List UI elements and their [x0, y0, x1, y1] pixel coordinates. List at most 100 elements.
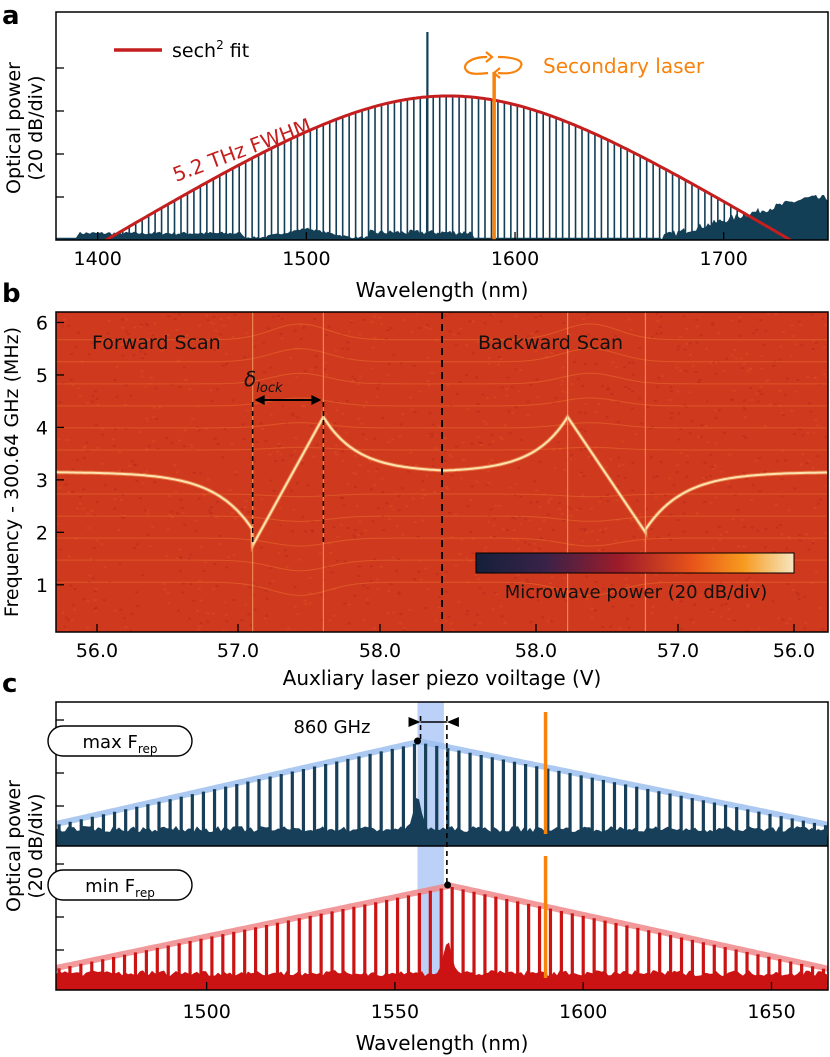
noise-speckle — [587, 333, 591, 336]
noise-speckle — [242, 438, 246, 441]
noise-speckle — [672, 484, 676, 487]
panel-c-overlay — [408, 716, 459, 889]
noise-speckle — [478, 621, 482, 624]
noise-speckle — [526, 581, 530, 584]
noise-speckle — [269, 413, 273, 416]
noise-speckle — [450, 474, 454, 477]
noise-speckle — [451, 629, 455, 632]
noise-speckle — [176, 512, 180, 515]
noise-speckle — [212, 316, 216, 318]
noise-speckle — [481, 346, 485, 349]
noise-speckle — [605, 388, 609, 391]
noise-speckle — [550, 620, 554, 623]
noise-speckle — [224, 613, 228, 616]
noise-speckle — [514, 576, 517, 579]
x-tick-label: 1500 — [282, 248, 330, 270]
noise-speckle — [67, 491, 71, 494]
x-tick-label: 1500 — [182, 1001, 230, 1023]
noise-speckle — [618, 627, 622, 630]
noise-speckle — [772, 551, 776, 553]
noise-speckle — [759, 385, 763, 388]
noise-speckle — [177, 609, 181, 612]
noise-speckle — [376, 507, 380, 510]
noise-speckle — [414, 464, 418, 467]
noise-speckle — [435, 339, 439, 342]
noise-speckle — [381, 416, 385, 419]
noise-speckle — [538, 506, 542, 509]
noise-speckle — [444, 437, 447, 440]
noise-speckle — [264, 589, 268, 592]
noise-speckle — [801, 452, 805, 455]
noise-speckle — [109, 347, 112, 349]
noise-speckle — [570, 543, 574, 546]
noise-speckle — [738, 334, 742, 337]
noise-speckle — [650, 612, 653, 614]
noise-speckle — [153, 322, 157, 325]
noise-speckle — [818, 607, 822, 610]
noise-speckle — [437, 606, 441, 609]
noise-speckle — [746, 603, 750, 606]
noise-speckle — [764, 528, 768, 530]
noise-speckle — [628, 626, 631, 629]
noise-speckle — [61, 611, 65, 614]
noise-speckle — [135, 591, 139, 594]
noise-speckle — [534, 333, 538, 336]
noise-speckle — [114, 488, 117, 491]
noise-speckle — [61, 382, 65, 385]
noise-speckle — [719, 615, 723, 618]
noise-speckle — [478, 441, 482, 444]
noise-speckle — [722, 369, 726, 372]
noise-speckle — [398, 435, 402, 438]
noise-speckle — [156, 447, 160, 450]
noise-speckle — [141, 482, 145, 485]
noise-speckle — [748, 576, 751, 579]
noise-speckle — [189, 553, 193, 556]
noise-speckle — [487, 462, 491, 464]
noise-speckle — [738, 320, 741, 323]
noise-speckle — [369, 579, 373, 582]
noise-speckle — [562, 322, 565, 324]
noise-speckle — [795, 592, 799, 594]
noise-speckle — [565, 600, 569, 603]
noise-speckle — [274, 460, 277, 462]
noise-speckle — [823, 373, 827, 376]
noise-speckle — [281, 405, 285, 408]
noise-speckle — [310, 529, 314, 532]
noise-speckle — [138, 430, 142, 433]
noise-speckle — [658, 325, 662, 328]
noise-speckle — [284, 422, 288, 425]
noise-speckle — [691, 364, 695, 367]
noise-speckle — [638, 347, 642, 350]
noise-speckle — [667, 399, 671, 401]
noise-speckle — [445, 570, 449, 573]
noise-speckle — [371, 346, 375, 349]
noise-speckle — [797, 320, 801, 323]
noise-speckle — [631, 390, 635, 393]
noise-speckle — [821, 628, 825, 631]
noise-speckle — [485, 338, 489, 341]
noise-speckle — [283, 549, 287, 552]
noise-speckle — [158, 406, 162, 409]
noise-speckle — [745, 352, 749, 355]
noise-speckle — [385, 373, 389, 376]
noise-speckle — [417, 326, 421, 329]
noise-speckle — [623, 476, 627, 479]
noise-speckle — [587, 456, 591, 459]
noise-speckle — [811, 582, 815, 585]
noise-speckle — [95, 397, 99, 400]
noise-speckle — [750, 398, 754, 401]
noise-speckle — [102, 599, 106, 602]
noise-speckle — [380, 322, 384, 325]
noise-speckle — [551, 529, 555, 532]
noise-speckle — [507, 410, 511, 413]
noise-speckle — [199, 546, 203, 549]
noise-speckle — [705, 400, 709, 403]
noise-speckle — [505, 394, 509, 397]
noise-speckle — [811, 348, 815, 350]
noise-speckle — [711, 323, 715, 326]
secondary-laser-label: Secondary laser — [543, 54, 705, 78]
noise-speckle — [400, 487, 404, 490]
noise-speckle — [482, 592, 486, 595]
noise-speckle — [454, 513, 458, 516]
noise-speckle — [627, 387, 631, 390]
